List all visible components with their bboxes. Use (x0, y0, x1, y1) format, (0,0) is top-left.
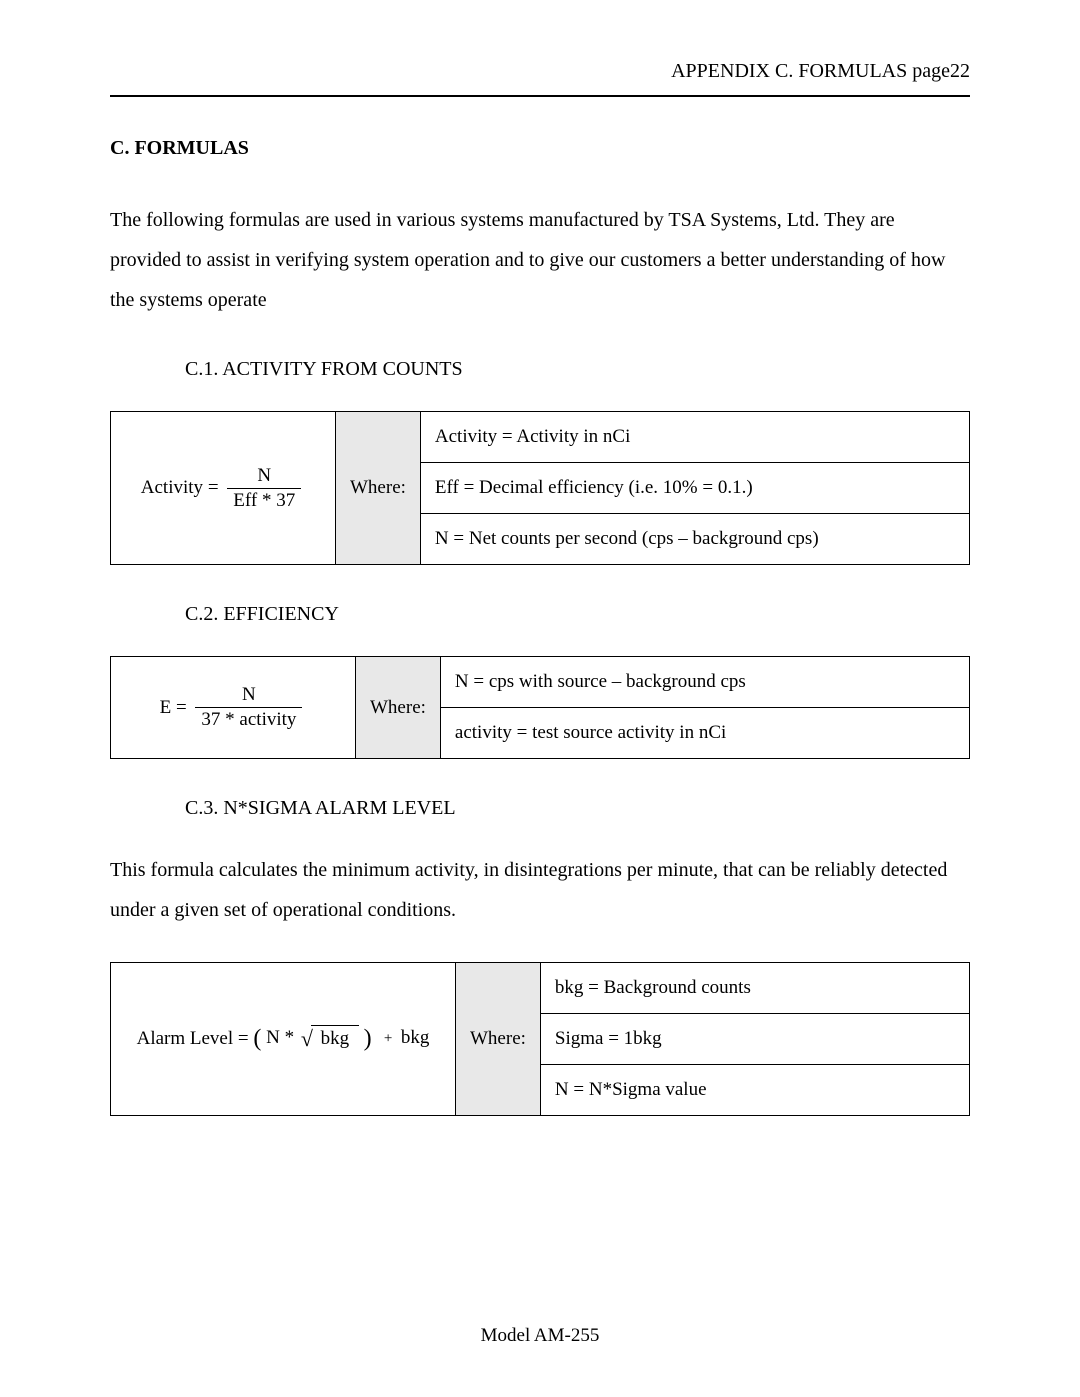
where-cell-c3: Where: (456, 963, 541, 1116)
formula-sqrt-arg-c3: bkg (311, 1025, 359, 1053)
formula-cell-c2: E = N 37 * activity (111, 657, 356, 759)
where-cell-c2: Where: (356, 657, 441, 759)
formula-cell-c1: Activity = N Eff * 37 (111, 412, 336, 565)
formula-table-c1: Activity = N Eff * 37 Where: Activity = … (110, 411, 970, 565)
where-cell-c1: Where: (336, 412, 421, 565)
plus-icon: + (376, 1031, 396, 1047)
def-c1-1: Eff = Decimal efficiency (i.e. 10% = 0.1… (420, 463, 969, 514)
def-c3-0: bkg = Background counts (540, 963, 969, 1014)
formula-lhs-c2: E = (160, 697, 187, 719)
section-title: C. FORMULAS (110, 137, 970, 160)
header-rule (110, 95, 970, 97)
formula-fraction-c1: N Eff * 37 (227, 465, 301, 512)
formula-tail-c3: bkg (401, 1027, 430, 1048)
subsection-c3-label: C.3. N*SIGMA ALARM LEVEL (185, 797, 970, 820)
page-header: APPENDIX C. FORMULAS page22 (110, 60, 970, 83)
formula-table-c2: E = N 37 * activity Where: N = cps with … (110, 656, 970, 759)
formula-lhs-c3: Alarm Level = (137, 1028, 249, 1050)
def-c1-2: N = Net counts per second (cps – backgro… (420, 514, 969, 565)
formula-coef-c3: N * (266, 1027, 294, 1048)
intro-paragraph: The following formulas are used in vario… (110, 200, 970, 320)
page-footer: Model AM-255 (0, 1325, 1080, 1347)
formula-table-c3: Alarm Level = ( N * √ bkg ) + bkg Where:… (110, 962, 970, 1116)
formula-num-c2: N (195, 684, 302, 708)
def-c2-1: activity = test source activity in nCi (440, 708, 969, 759)
paragraph-c3: This formula calculates the minimum acti… (110, 850, 970, 930)
def-c1-0: Activity = Activity in nCi (420, 412, 969, 463)
open-paren-icon: ( (253, 1026, 261, 1052)
formula-den-c2: 37 * activity (195, 708, 302, 731)
close-paren-icon: ) (364, 1026, 372, 1052)
formula-cell-c3: Alarm Level = ( N * √ bkg ) + bkg (111, 963, 456, 1116)
def-c2-0: N = cps with source – background cps (440, 657, 969, 708)
formula-lhs-c1: Activity = (141, 477, 219, 499)
subsection-c1-label: C.1. ACTIVITY FROM COUNTS (185, 358, 970, 381)
sqrt-icon: √ bkg (299, 1025, 359, 1053)
def-c3-1: Sigma = 1bkg (540, 1014, 969, 1065)
formula-fraction-c2: N 37 * activity (195, 684, 302, 731)
def-c3-2: N = N*Sigma value (540, 1065, 969, 1116)
subsection-c2-label: C.2. EFFICIENCY (185, 603, 970, 626)
formula-den-c1: Eff * 37 (227, 489, 301, 512)
formula-num-c1: N (227, 465, 301, 489)
